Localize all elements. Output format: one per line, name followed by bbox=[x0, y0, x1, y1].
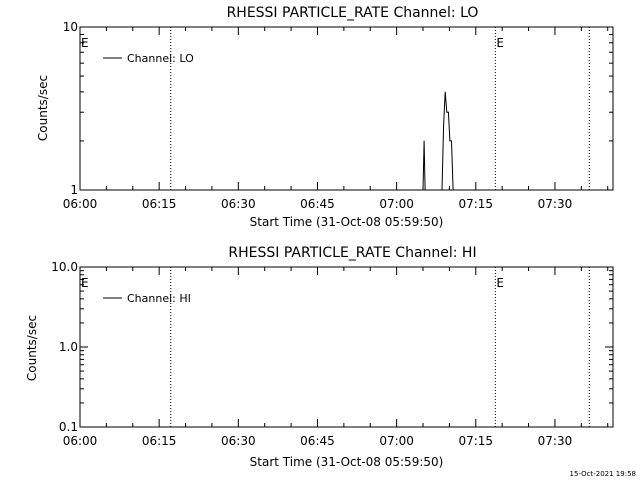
x-tick-label: 06:45 bbox=[300, 434, 335, 448]
data-point bbox=[446, 111, 448, 113]
y-tick-label: 0.1 bbox=[59, 420, 78, 434]
chart-panel-2: RHESSI PARTICLE_RATE Channel: HI 06:00 06:… bbox=[25, 245, 614, 469]
plot-timestamp: 15-Oct-2021 19:58 bbox=[570, 470, 636, 478]
event-marker-label: E bbox=[81, 36, 89, 50]
data-point bbox=[441, 189, 443, 191]
plot-frame bbox=[79, 266, 614, 428]
x-tick-label: 07:30 bbox=[538, 434, 573, 448]
chart-panel-1: RHESSI PARTICLE_RATE Channel: LO 06:00 06:… bbox=[36, 5, 614, 229]
data-point bbox=[443, 124, 445, 126]
x-tick-label: 06:00 bbox=[63, 197, 98, 211]
x-tick-label: 06:15 bbox=[142, 197, 177, 211]
legend-label: Channel: HI bbox=[127, 292, 191, 305]
y-tick-label: 10 bbox=[63, 20, 78, 34]
data-point bbox=[423, 140, 425, 142]
x-tick-label: 06:00 bbox=[63, 434, 98, 448]
legend-label: Channel: LO bbox=[127, 52, 194, 65]
x-tick-label: 07:00 bbox=[379, 197, 414, 211]
x-tick-label: 07:00 bbox=[379, 434, 414, 448]
event-marker-label: E bbox=[496, 36, 504, 50]
y-axis-label: Counts/sec bbox=[25, 315, 39, 381]
chart-title: RHESSI PARTICLE_RATE Channel: LO bbox=[227, 5, 479, 21]
series-line bbox=[422, 91, 454, 191]
event-marker-label: E bbox=[496, 276, 504, 290]
data-point bbox=[452, 189, 454, 191]
x-tick-label: 06:30 bbox=[221, 197, 256, 211]
y-tick-label: 10.0 bbox=[51, 260, 78, 274]
x-tick-label: 07:15 bbox=[458, 434, 493, 448]
x-axis-label: Start Time (31-Oct-08 05:59:50) bbox=[250, 215, 444, 229]
data-point bbox=[451, 140, 452, 142]
data-point bbox=[422, 189, 424, 191]
chart-title: RHESSI PARTICLE_RATE Channel: HI bbox=[228, 245, 476, 261]
y-axis-label: Counts/sec bbox=[36, 75, 50, 141]
y-tick-label: 1.0 bbox=[59, 340, 78, 354]
x-tick-label: 06:45 bbox=[300, 197, 335, 211]
data-point bbox=[449, 140, 451, 142]
x-tick-label: 07:15 bbox=[458, 197, 493, 211]
data-point bbox=[424, 189, 426, 191]
event-marker-label: E bbox=[81, 276, 89, 290]
data-point bbox=[447, 111, 449, 113]
data-point bbox=[444, 91, 446, 93]
x-tick-label: 06:30 bbox=[221, 434, 256, 448]
x-axis-label: Start Time (31-Oct-08 05:59:50) bbox=[250, 455, 444, 469]
y-tick-label: 1 bbox=[70, 183, 78, 197]
x-tick-label: 07:30 bbox=[538, 197, 573, 211]
plot-frame bbox=[79, 26, 614, 191]
x-tick-label: 06:15 bbox=[142, 434, 177, 448]
